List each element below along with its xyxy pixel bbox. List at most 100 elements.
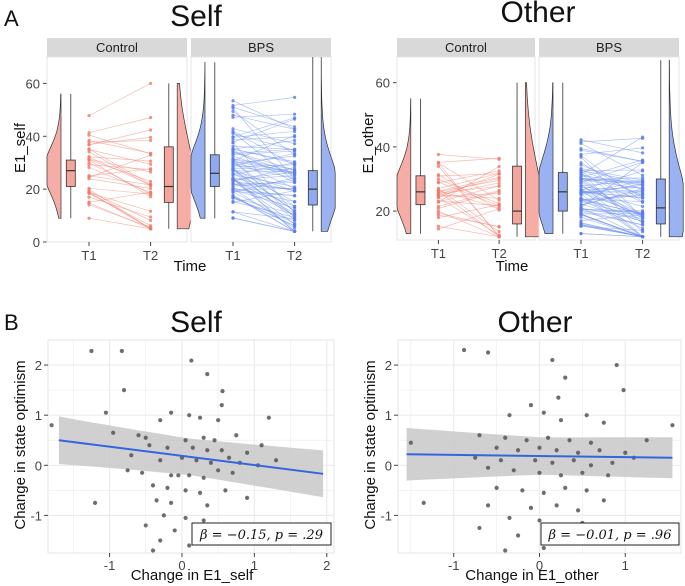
subject-line <box>232 211 295 232</box>
data-point-t2 <box>149 159 153 163</box>
fit-line <box>58 439 324 475</box>
y-tick-label: 0 <box>33 235 40 250</box>
x-axis-label-a-self: Time <box>174 258 207 275</box>
data-point-t1 <box>579 192 583 196</box>
box-t1 <box>65 159 76 187</box>
data-point <box>494 445 499 450</box>
data-point-t1 <box>579 203 583 207</box>
data-point-t2 <box>293 112 297 116</box>
data-point <box>461 347 467 353</box>
data-point-t1 <box>87 174 91 178</box>
data-point <box>541 410 546 415</box>
subject-line <box>232 107 295 180</box>
data-point <box>580 470 585 475</box>
data-point-t1 <box>579 161 583 165</box>
data-point-t2 <box>641 136 645 140</box>
data-point <box>143 523 148 528</box>
data-point-t1 <box>231 99 235 103</box>
subject-line <box>88 192 151 212</box>
subject-line <box>438 214 500 227</box>
data-point-t1 <box>231 177 235 181</box>
data-point <box>125 468 130 473</box>
data-point-t2 <box>641 160 645 165</box>
subject-line <box>580 139 643 154</box>
data-point <box>168 500 174 505</box>
data-point-t1 <box>436 213 440 217</box>
subject-line <box>232 171 295 180</box>
subject-line <box>580 169 643 196</box>
data-point-t1 <box>87 191 91 195</box>
stat-box-frame <box>540 522 680 546</box>
stat-annotation-box: β = −0.01, p = .96 <box>540 522 680 546</box>
data-point <box>533 458 538 463</box>
data-point <box>537 518 542 523</box>
data-point <box>219 403 224 408</box>
data-point-t2 <box>293 149 297 153</box>
data-point <box>507 413 512 418</box>
data-point-t1 <box>231 115 235 119</box>
violin-t2 <box>668 59 684 238</box>
subject-line <box>438 208 500 230</box>
subject-line <box>88 134 151 155</box>
data-point-t2 <box>293 142 297 146</box>
x-tick-label: T2 <box>492 246 507 261</box>
data-point-t2 <box>149 195 153 199</box>
data-point-t2 <box>293 125 297 129</box>
data-point <box>208 460 214 465</box>
data-point <box>147 443 152 448</box>
data-point-t2 <box>641 178 645 182</box>
data-point-t1 <box>436 224 440 228</box>
subject-line <box>438 178 500 205</box>
y-tick-label: 20 <box>376 204 390 219</box>
data-point <box>563 375 568 380</box>
chart-title-a-other: Other <box>500 0 575 29</box>
data-point-t2 <box>293 161 297 165</box>
y-tick-label: 2 <box>385 358 392 373</box>
data-point <box>503 435 508 440</box>
data-point-t2 <box>293 206 297 210</box>
subject-line <box>232 211 295 220</box>
data-point-t1 <box>579 190 583 194</box>
data-point-t2 <box>641 187 645 191</box>
data-point-t1 <box>579 163 583 167</box>
subject-line <box>438 154 500 160</box>
data-point-t1 <box>87 140 91 144</box>
data-point-t1 <box>436 161 440 165</box>
data-point-t1 <box>87 147 91 151</box>
data-point <box>189 358 194 363</box>
data-point-t1 <box>87 203 91 207</box>
y-axis-label-a-self: E1_self <box>12 122 29 173</box>
data-point <box>558 473 564 478</box>
chart-a-other: 20 40 60 Control T1 T2 BPS T1 T2 <box>376 38 684 261</box>
violin-t1 <box>538 82 554 234</box>
data-point-t1 <box>579 215 583 219</box>
subject-line <box>88 140 151 154</box>
subject-line <box>88 168 151 177</box>
subject-line <box>580 233 643 238</box>
subject-line <box>580 156 643 218</box>
x-tick-label: -1 <box>104 558 116 573</box>
data-point-t1 <box>87 216 91 220</box>
violin-t1 <box>46 93 62 219</box>
subject-line <box>580 170 643 183</box>
subject-line <box>232 217 295 232</box>
data-point-t2 <box>497 230 501 234</box>
data-point-t2 <box>149 138 153 143</box>
data-point-t2 <box>293 151 297 156</box>
data-point-t2 <box>641 226 645 231</box>
data-point <box>201 435 206 440</box>
data-point-t2 <box>641 216 645 220</box>
subject-line <box>232 131 295 138</box>
subject-line <box>580 186 643 191</box>
data-point <box>197 490 203 495</box>
data-point <box>168 473 174 478</box>
subject-line <box>438 225 500 238</box>
data-point-t2 <box>293 226 297 230</box>
data-point <box>567 438 572 443</box>
data-point <box>161 513 166 518</box>
subject-line <box>232 155 295 164</box>
subject-line <box>232 177 295 193</box>
data-point <box>223 488 228 493</box>
subject-line <box>580 186 643 193</box>
stat-annotation-text: β = −0.01, p = .96 <box>548 528 672 543</box>
